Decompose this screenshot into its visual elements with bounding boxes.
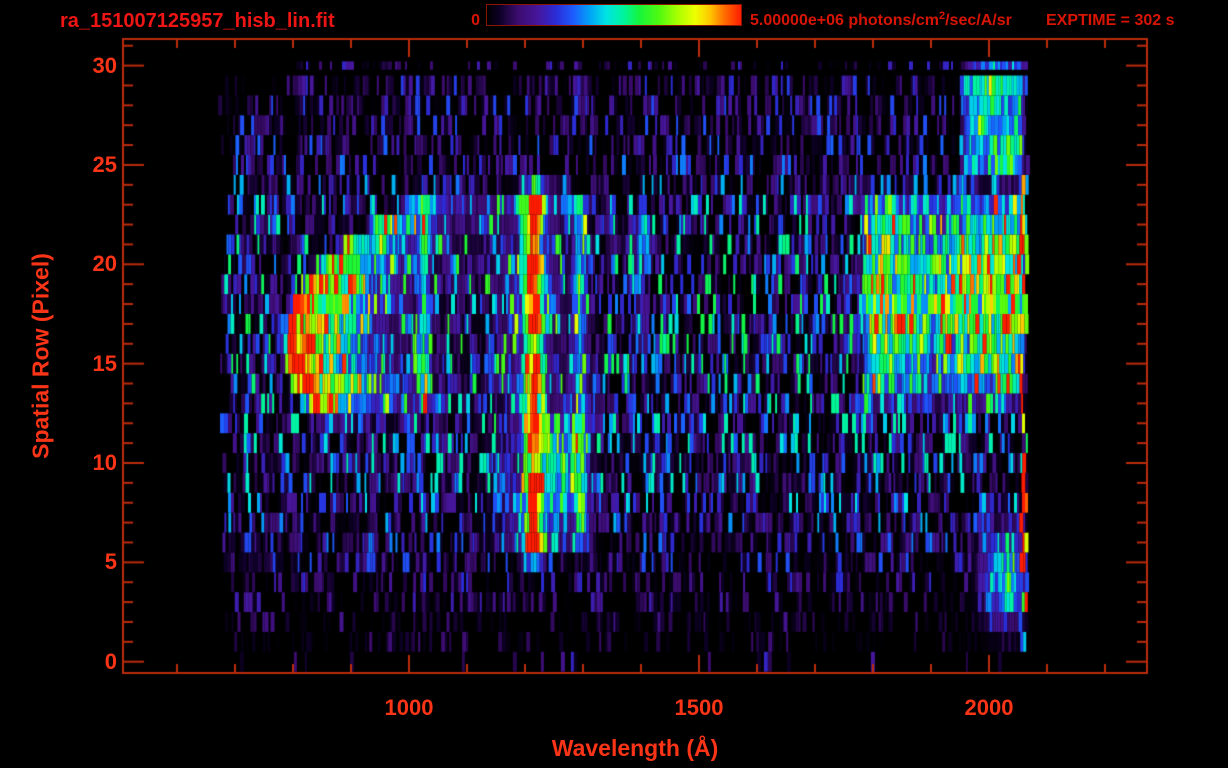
colorbar-min-label: 0 xyxy=(471,12,480,29)
page-title: ra_151007125957_hisb_lin.fit xyxy=(60,10,335,32)
colorbar xyxy=(486,4,742,26)
y-tick-label: 15 xyxy=(92,350,117,376)
colorbar-max-label-suffix: /sec/A/sr xyxy=(945,12,1012,29)
y-tick-label: 5 xyxy=(104,549,117,575)
exptime-label: EXPTIME = 302 s xyxy=(1046,12,1175,29)
y-axis-title: Spatial Row (Pixel) xyxy=(27,253,54,459)
y-tick-label: 10 xyxy=(92,450,117,475)
x-tick-label: 2000 xyxy=(964,695,1014,720)
colorbar-max-label: 5.00000e+06 photons/cm2/sec/A/sr xyxy=(750,10,1012,30)
colorbar-max-label-prefix: 5.00000e+06 photons/cm xyxy=(750,12,939,29)
colorbar-max-label-superscript: 2 xyxy=(938,10,946,22)
y-tick-label: 30 xyxy=(92,52,117,78)
x-tick-label: 1000 xyxy=(384,695,434,720)
x-tick-label: 1500 xyxy=(674,695,724,720)
y-tick-label: 0 xyxy=(104,648,117,674)
x-axis-title: Wavelength (Å) xyxy=(551,735,719,761)
y-tick-label: 20 xyxy=(92,251,117,277)
y-tick-label: 25 xyxy=(92,151,117,177)
